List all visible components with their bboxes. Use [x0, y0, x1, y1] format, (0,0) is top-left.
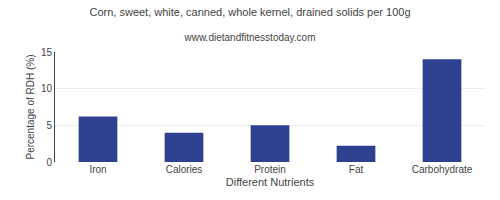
- svg-text:10: 10: [41, 83, 53, 94]
- svg-text:Iron: Iron: [89, 164, 106, 175]
- svg-text:www.dietandfitnesstoday.com: www.dietandfitnesstoday.com: [184, 32, 316, 43]
- svg-text:Calories: Calories: [166, 164, 203, 175]
- svg-text:Carbohydrate: Carbohydrate: [412, 164, 473, 175]
- svg-text:Different Nutrients: Different Nutrients: [226, 176, 315, 188]
- svg-text:15: 15: [41, 47, 53, 58]
- svg-text:0: 0: [46, 157, 52, 168]
- svg-text:Percentage of RDH (%): Percentage of RDH (%): [25, 54, 36, 159]
- svg-text:5: 5: [46, 120, 52, 131]
- svg-text:Corn, sweet, white, canned, wh: Corn, sweet, white, canned, whole kernel…: [89, 6, 410, 18]
- svg-text:Protein: Protein: [254, 164, 286, 175]
- svg-text:Fat: Fat: [349, 164, 364, 175]
